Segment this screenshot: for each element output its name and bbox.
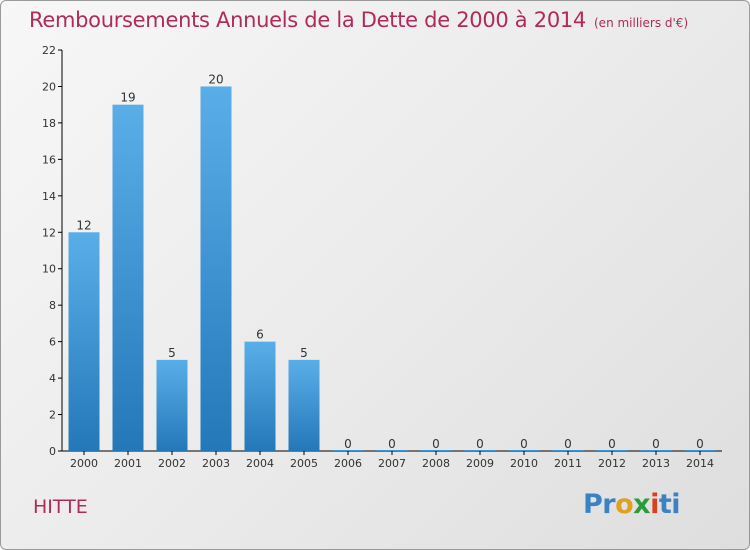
data-label: 0 (652, 437, 660, 451)
data-label: 0 (344, 437, 352, 451)
data-label: 0 (608, 437, 616, 451)
bar-2005 (288, 359, 320, 451)
y-tick-label: 8 (49, 299, 56, 312)
bar-2003 (200, 86, 232, 452)
data-label: 6 (256, 328, 264, 342)
y-tick-label: 18 (42, 117, 56, 130)
y-tick-label: 6 (49, 336, 56, 349)
x-tick-label: 2014 (686, 457, 714, 470)
y-tick-label: 14 (42, 190, 56, 203)
chart-title: Remboursements Annuels de la Dette de 20… (29, 8, 688, 32)
bar-2000 (68, 232, 100, 451)
data-label: 0 (388, 437, 396, 451)
data-label: 0 (476, 437, 484, 451)
bar-2009 (464, 450, 496, 451)
y-tick-label: 20 (42, 80, 56, 93)
bar-2007 (376, 450, 408, 451)
x-tick-label: 2012 (598, 457, 626, 470)
x-tick-label: 2006 (334, 457, 362, 470)
y-tick-label: 22 (42, 44, 56, 57)
y-tick-label: 2 (49, 409, 56, 422)
x-tick-label: 2002 (158, 457, 186, 470)
data-label: 12 (76, 218, 91, 232)
bar-2010 (508, 450, 540, 451)
y-tick-label: 12 (42, 226, 56, 239)
data-label: 20 (208, 72, 223, 86)
data-label: 5 (168, 346, 176, 360)
bar-2002 (156, 359, 188, 451)
x-tick-label: 2008 (422, 457, 450, 470)
data-label: 0 (520, 437, 528, 451)
data-label: 0 (564, 437, 572, 451)
bar-2006 (332, 450, 364, 451)
town-name: HITTE (33, 496, 88, 518)
bar-2008 (420, 450, 452, 451)
x-tick-label: 2000 (70, 457, 98, 470)
x-tick-label: 2001 (114, 457, 142, 470)
bars (68, 86, 716, 452)
bar-2013 (640, 450, 672, 451)
data-label: 0 (696, 437, 704, 451)
data-label: 5 (300, 346, 308, 360)
bar-2014 (684, 450, 716, 451)
y-tick-label: 16 (42, 153, 56, 166)
data-labels: 12 19 5 20 6 5 0 0 0 0 0 0 0 0 0 (76, 72, 703, 451)
x-tick-label: 2009 (466, 457, 494, 470)
x-tick-label: 2003 (202, 457, 230, 470)
x-tick-label: 2013 (642, 457, 670, 470)
x-tick-label: 2007 (378, 457, 406, 470)
bar-2001 (112, 104, 144, 451)
chart-unit: (en milliers d'€) (594, 16, 689, 30)
chart-title-text: Remboursements Annuels de la Dette de 20… (29, 8, 586, 32)
y-tick-label: 4 (49, 372, 56, 385)
x-tick-label: 2005 (290, 457, 318, 470)
data-label: 19 (120, 91, 135, 105)
data-label: 0 (432, 437, 440, 451)
y-tick-label: 10 (42, 263, 56, 276)
y-tick-label: 0 (49, 445, 56, 458)
bar-2004 (244, 341, 276, 451)
x-tick-label: 2011 (554, 457, 582, 470)
proxiti-logo[interactable]: Proxiti (583, 489, 681, 520)
bar-2012 (596, 450, 628, 451)
bar-2011 (552, 450, 584, 451)
x-tick-label: 2004 (246, 457, 274, 470)
x-tick-label: 2010 (510, 457, 538, 470)
